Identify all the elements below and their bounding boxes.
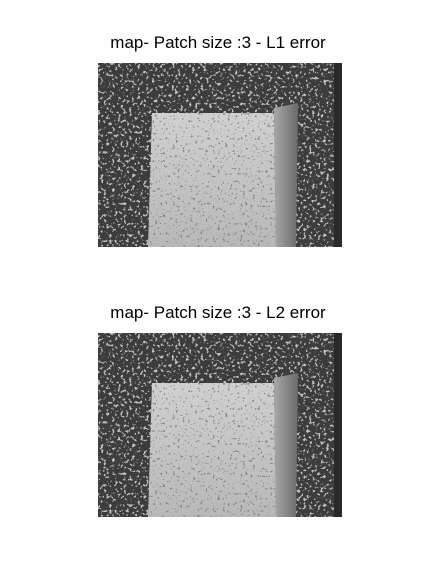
disparity-image bbox=[98, 333, 342, 517]
disparity-image bbox=[98, 63, 342, 247]
plot-title: map- Patch size :3 - L1 error bbox=[110, 33, 326, 52]
plot-title: map- Patch size :3 - L2 error bbox=[110, 303, 326, 322]
